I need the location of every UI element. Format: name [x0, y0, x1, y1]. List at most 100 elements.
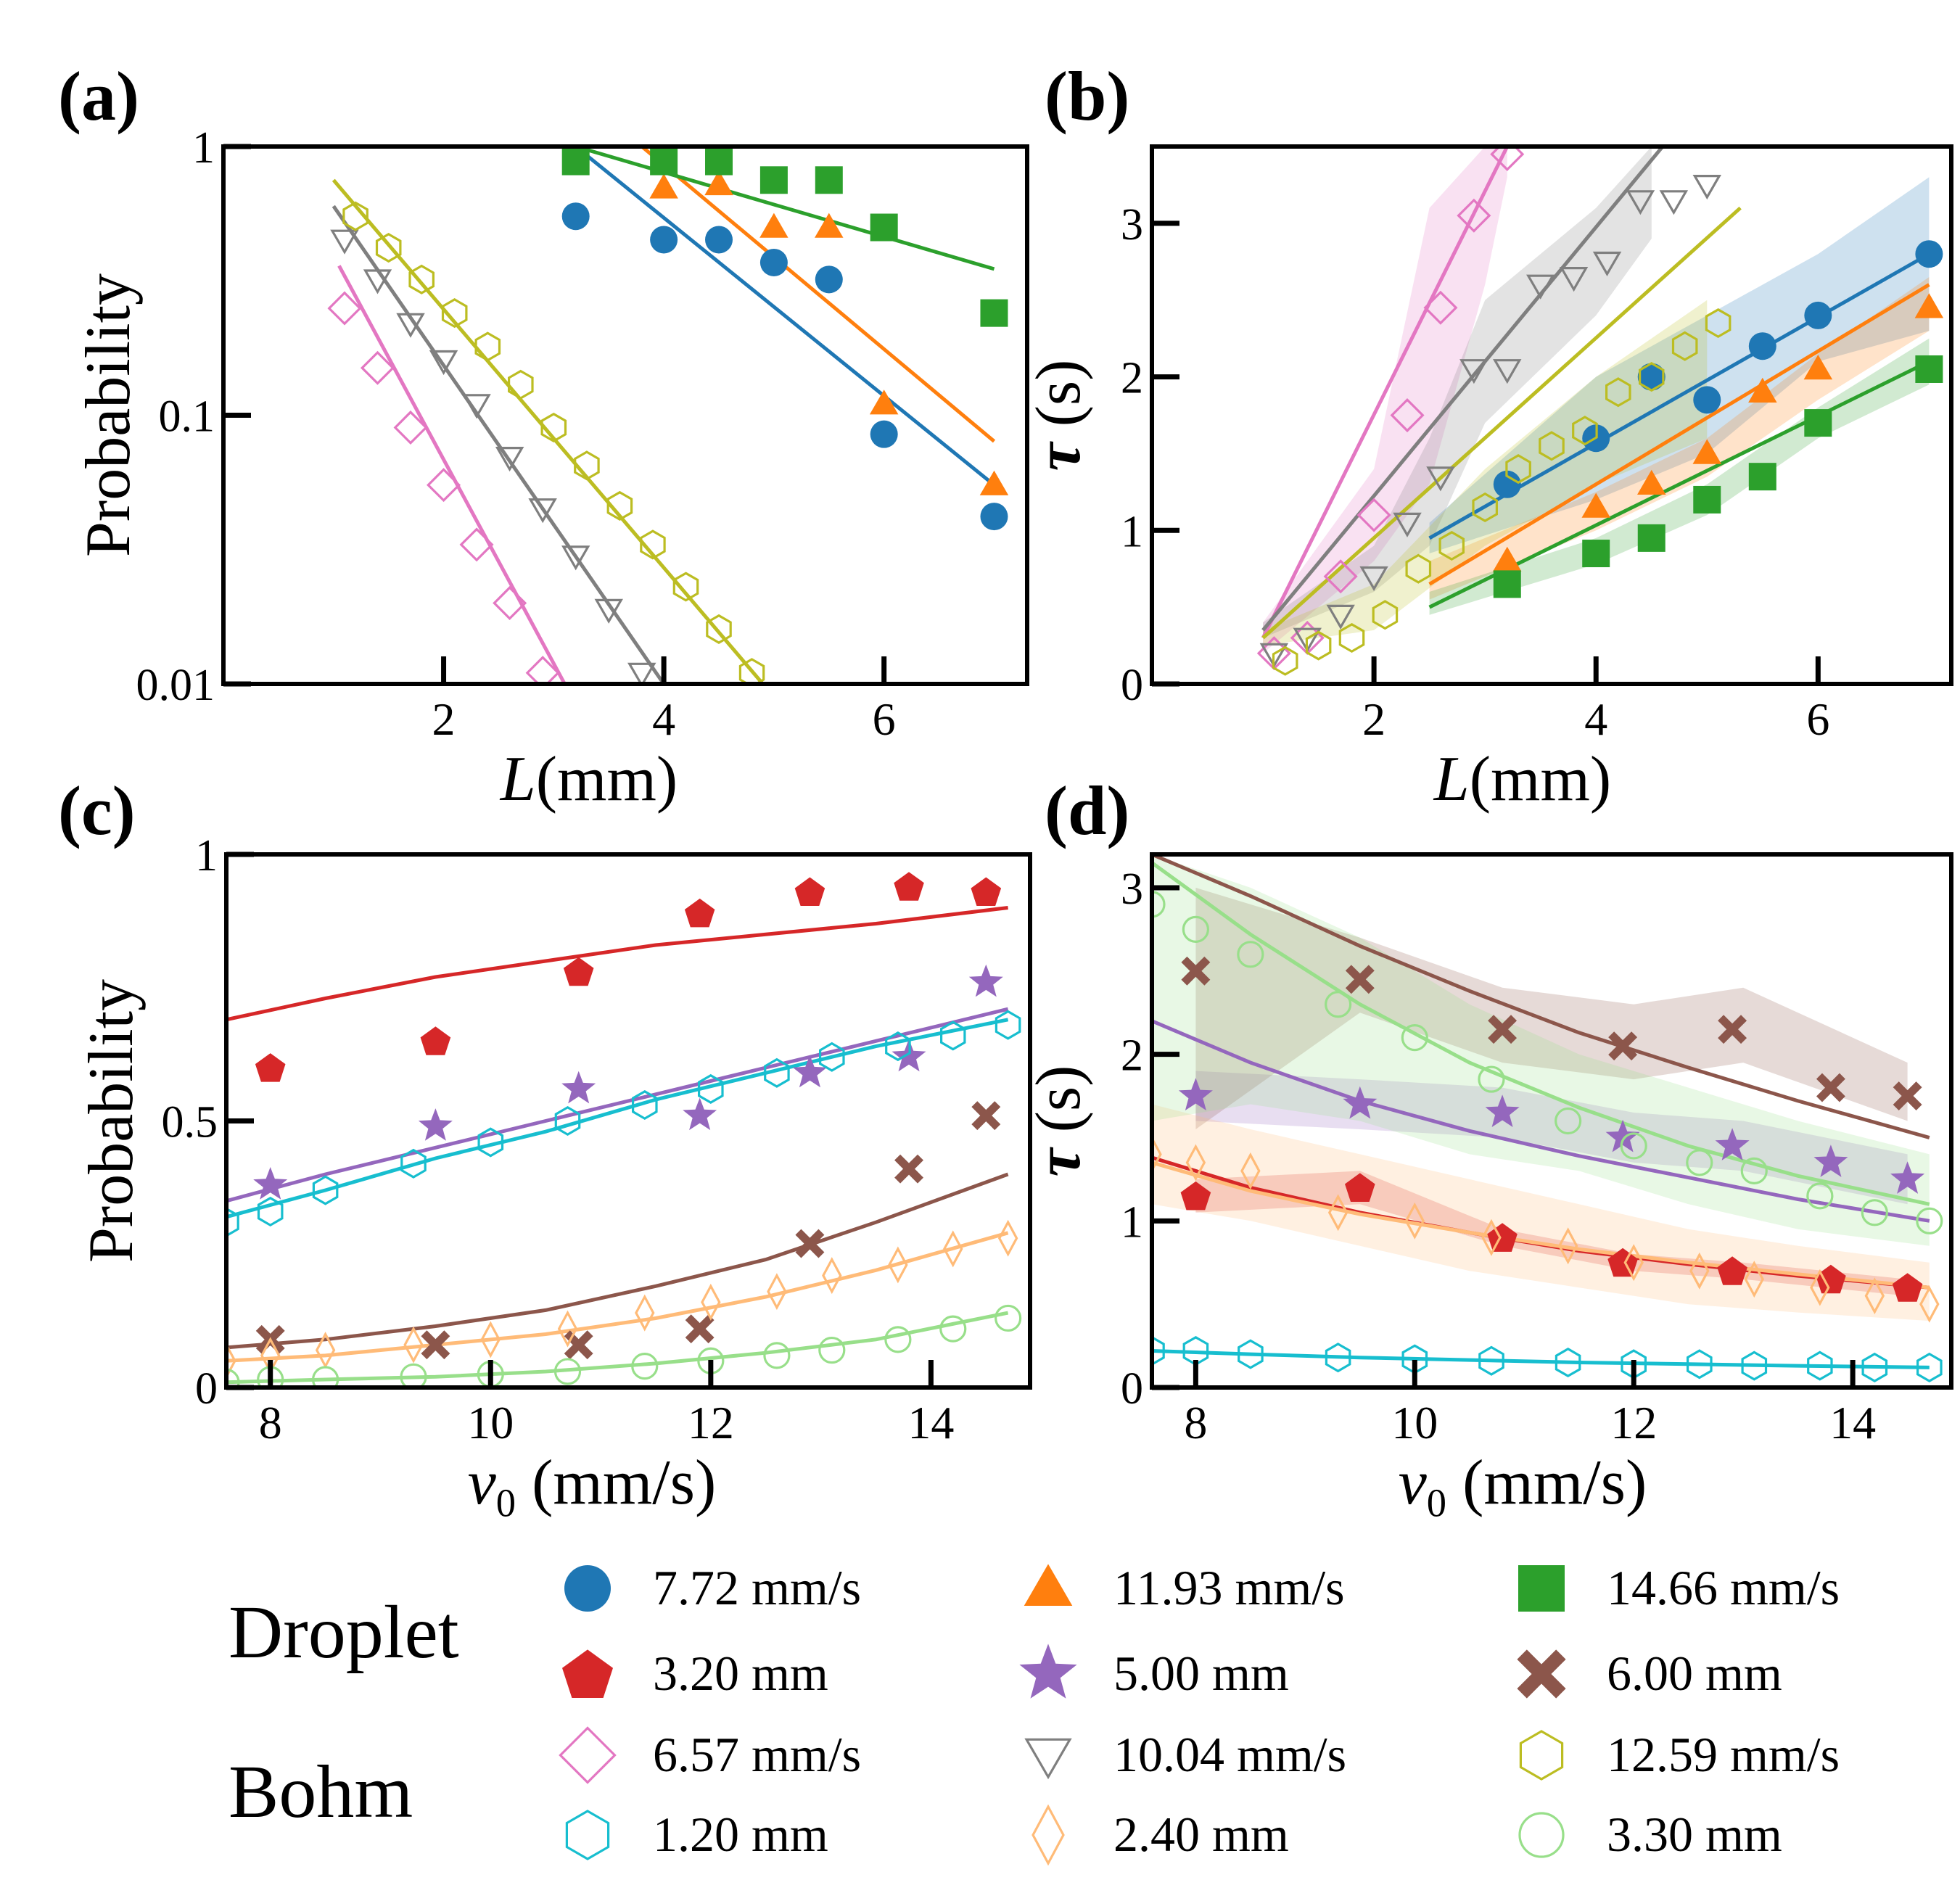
data-point: [257, 1196, 284, 1227]
confidence-band: [1195, 887, 1908, 1129]
data-point: [574, 450, 600, 481]
data-point: [1293, 627, 1322, 653]
x-tick-label: 4: [652, 693, 675, 745]
data-point: [477, 1127, 504, 1158]
data-point: [767, 1273, 787, 1311]
data-point: [561, 147, 590, 176]
confidence-band: [1429, 338, 1930, 615]
data-point: [1438, 530, 1465, 561]
data-point: [1890, 1161, 1925, 1194]
fit-line: [575, 147, 995, 271]
legend-marker: [564, 1565, 611, 1612]
data-point: [1405, 553, 1432, 584]
data-point: [408, 264, 435, 294]
x-tick-label: 2: [1362, 693, 1385, 745]
data-point: [1637, 524, 1665, 552]
data-point: [894, 872, 924, 901]
data-point: [1816, 1264, 1846, 1294]
data-point: [631, 1352, 659, 1380]
data-point: [980, 503, 1008, 531]
data-point: [1715, 1128, 1750, 1160]
panel-label: (d): [1045, 772, 1129, 849]
data-point: [255, 1053, 286, 1082]
panel-c: 8 10 12 14 0 0.5 1 v0 (mm/s) Probability (c): [58, 772, 1032, 1525]
data-point: [640, 529, 666, 560]
data-point: [594, 598, 623, 624]
data-point: [939, 1020, 966, 1051]
data-point: [888, 1246, 908, 1284]
y-tick-label: 0.5: [162, 1098, 218, 1147]
plot-area: [327, 147, 1009, 684]
data-point: [1557, 1227, 1578, 1265]
data-point: [1892, 1273, 1923, 1302]
data-point: [1748, 377, 1777, 403]
data-point: [1327, 1194, 1348, 1232]
fit-line: [226, 1172, 1009, 1350]
legend-marker: [1019, 1644, 1077, 1699]
x-tick-label: 8: [259, 1397, 282, 1448]
data-point: [1323, 559, 1358, 594]
data-point: [738, 658, 765, 684]
x-axis-label: v0 (mm/s): [1399, 1448, 1647, 1525]
data-point: [704, 170, 733, 196]
data-point: [706, 614, 732, 644]
data-point: [418, 1108, 453, 1141]
data-point: [815, 265, 843, 294]
data-point: [818, 1042, 845, 1072]
data-point: [1620, 1132, 1647, 1160]
legend-label: 7.72 mm/s: [653, 1560, 861, 1615]
data-point: [1493, 570, 1521, 598]
data-point: [1626, 190, 1655, 215]
data-point: [1404, 1202, 1425, 1240]
data-point: [474, 331, 501, 362]
data-point: [312, 1175, 339, 1205]
data-point: [971, 1101, 1001, 1131]
x-tick-label: 6: [873, 693, 896, 745]
data-point: [995, 1010, 1021, 1040]
data-point: [226, 1342, 236, 1380]
confidence-band: [1429, 177, 1930, 554]
fit-line: [575, 147, 996, 487]
y-tick-label: 0.01: [136, 661, 215, 710]
y-tick-label: 0: [1121, 661, 1143, 710]
data-point: [375, 233, 402, 263]
data-point: [1718, 1015, 1747, 1044]
data-point: [327, 291, 362, 326]
data-point: [1861, 1352, 1888, 1382]
data-point: [606, 490, 633, 521]
data-point: [884, 1326, 912, 1353]
data-point: [1816, 1073, 1845, 1102]
axes-frame: [1150, 852, 1953, 1390]
x-tick-label: 12: [1610, 1397, 1657, 1448]
data-point: [1861, 1199, 1888, 1226]
data-point: [635, 1294, 655, 1332]
data-point: [1748, 463, 1776, 491]
data-point: [815, 213, 844, 238]
data-point: [1740, 1157, 1768, 1185]
data-point: [462, 394, 491, 419]
y-tick-label: 0.1: [159, 392, 215, 442]
x-tick-label: 6: [1806, 693, 1829, 745]
data-point: [1459, 359, 1488, 384]
fit-line: [1152, 861, 1930, 1206]
data-point: [1717, 1256, 1747, 1285]
data-point: [1345, 965, 1375, 994]
data-point: [1272, 646, 1298, 676]
legend-marker: [1024, 1564, 1073, 1606]
legend-marker: [1032, 1804, 1065, 1866]
data-point: [1359, 566, 1388, 592]
fit-line: [1261, 147, 1510, 639]
data-point: [400, 1363, 427, 1387]
data-point: [1659, 190, 1689, 215]
data-point: [1478, 1345, 1504, 1376]
data-point: [563, 957, 594, 986]
data-point: [312, 1366, 339, 1387]
fit-line: [226, 1231, 1009, 1363]
data-point: [1807, 1351, 1833, 1381]
legend-marker: [565, 1810, 610, 1860]
data-point: [980, 299, 1008, 327]
plot-area: [1256, 147, 1944, 676]
x-tick-label: 14: [907, 1397, 954, 1448]
x-tick-label: 14: [1829, 1397, 1876, 1448]
